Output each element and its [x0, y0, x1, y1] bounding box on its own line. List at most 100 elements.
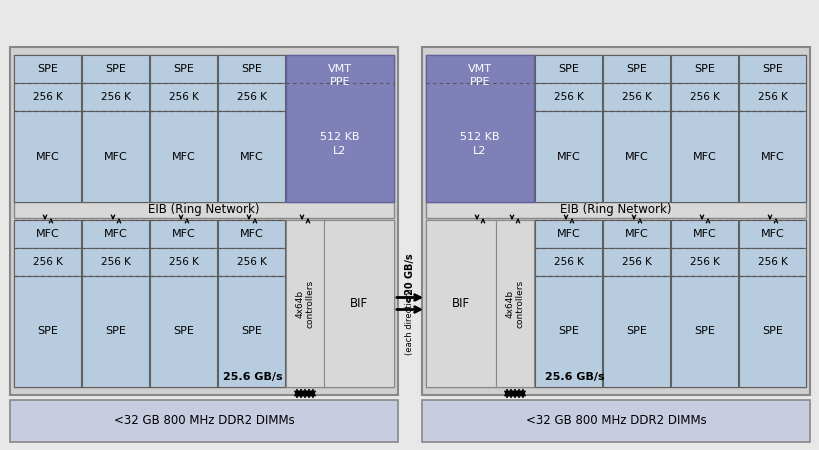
Text: BIF: BIF: [451, 297, 469, 310]
Bar: [14, 220, 393, 387]
Bar: [602, 248, 669, 276]
Bar: [534, 83, 601, 111]
Bar: [150, 55, 217, 83]
Text: <32 GB 800 MHz DDR2 DIMMs: <32 GB 800 MHz DDR2 DIMMs: [525, 414, 705, 428]
Text: SPE: SPE: [37, 327, 58, 337]
Text: BIF: BIF: [350, 297, 368, 310]
Text: 25.6 GB/s: 25.6 GB/s: [545, 372, 604, 382]
Bar: [426, 202, 805, 218]
Text: 256 K: 256 K: [553, 92, 583, 102]
Bar: [670, 83, 737, 111]
Text: <20 GB/s: <20 GB/s: [405, 254, 414, 303]
Bar: [602, 220, 669, 248]
Bar: [534, 248, 601, 276]
Text: SPE: SPE: [558, 327, 578, 337]
Text: SPE: SPE: [625, 327, 646, 337]
Text: SPE: SPE: [625, 64, 646, 74]
Text: 4x64b
controllers: 4x64b controllers: [505, 279, 524, 328]
Bar: [534, 111, 601, 202]
Text: MFC: MFC: [239, 152, 263, 162]
Text: 512 KB: 512 KB: [320, 132, 360, 143]
Text: 256 K: 256 K: [236, 92, 266, 102]
Bar: [150, 220, 217, 248]
Bar: [82, 248, 149, 276]
Bar: [82, 276, 149, 387]
Bar: [218, 55, 285, 83]
Text: VMT: VMT: [328, 64, 351, 74]
Bar: [218, 276, 285, 387]
Bar: [426, 220, 805, 387]
Bar: [422, 400, 809, 442]
Bar: [602, 55, 669, 83]
Bar: [14, 83, 81, 111]
Text: L2: L2: [333, 145, 346, 156]
Text: 256 K: 256 K: [757, 92, 786, 102]
Text: 256 K: 256 K: [621, 257, 650, 267]
Bar: [495, 220, 533, 387]
Bar: [14, 276, 81, 387]
Text: 256 K: 256 K: [101, 257, 130, 267]
Bar: [422, 47, 809, 395]
Text: SPE: SPE: [173, 64, 194, 74]
Text: SPE: SPE: [105, 64, 126, 74]
Text: MFC: MFC: [103, 229, 127, 239]
Text: MFC: MFC: [35, 152, 59, 162]
Bar: [534, 276, 601, 387]
Text: SPE: SPE: [693, 327, 714, 337]
Text: 4x64b
controllers: 4x64b controllers: [295, 279, 314, 328]
Text: VMT: VMT: [468, 64, 491, 74]
Bar: [426, 55, 805, 202]
Text: MFC: MFC: [692, 229, 716, 239]
Bar: [14, 55, 393, 202]
Text: MFC: MFC: [171, 229, 195, 239]
Text: SPE: SPE: [241, 327, 261, 337]
Bar: [324, 220, 393, 387]
Text: EIB (Ring Network): EIB (Ring Network): [559, 203, 671, 216]
Bar: [602, 111, 669, 202]
Bar: [738, 83, 805, 111]
Text: 25.6 GB/s: 25.6 GB/s: [223, 372, 283, 382]
Bar: [738, 276, 805, 387]
Bar: [738, 111, 805, 202]
Bar: [602, 83, 669, 111]
Bar: [738, 55, 805, 83]
Bar: [426, 55, 533, 202]
Bar: [14, 248, 81, 276]
Text: MFC: MFC: [556, 229, 580, 239]
Bar: [14, 55, 81, 83]
Text: 256 K: 256 K: [236, 257, 266, 267]
Text: MFC: MFC: [624, 152, 648, 162]
Text: SPE: SPE: [693, 64, 714, 74]
Text: 256 K: 256 K: [689, 257, 718, 267]
Text: SPE: SPE: [761, 327, 782, 337]
Bar: [670, 111, 737, 202]
Text: 256 K: 256 K: [169, 92, 198, 102]
Text: MFC: MFC: [760, 229, 784, 239]
Bar: [670, 55, 737, 83]
Text: 256 K: 256 K: [101, 92, 130, 102]
Text: <32 GB 800 MHz DDR2 DIMMs: <32 GB 800 MHz DDR2 DIMMs: [114, 414, 294, 428]
Text: 512 KB: 512 KB: [459, 132, 499, 143]
Text: MFC: MFC: [35, 229, 59, 239]
Bar: [218, 248, 285, 276]
Bar: [602, 276, 669, 387]
Bar: [82, 220, 149, 248]
Text: (each direction): (each direction): [405, 288, 414, 355]
Bar: [534, 55, 601, 83]
Text: MFC: MFC: [556, 152, 580, 162]
Bar: [738, 248, 805, 276]
Bar: [670, 220, 737, 248]
Text: 256 K: 256 K: [33, 257, 62, 267]
Bar: [150, 248, 217, 276]
Text: PPE: PPE: [469, 77, 490, 87]
Text: 256 K: 256 K: [757, 257, 786, 267]
Text: SPE: SPE: [241, 64, 261, 74]
Bar: [10, 47, 397, 395]
Bar: [670, 276, 737, 387]
Bar: [218, 83, 285, 111]
Text: 256 K: 256 K: [621, 92, 650, 102]
Bar: [218, 111, 285, 202]
Bar: [82, 111, 149, 202]
Text: EIB (Ring Network): EIB (Ring Network): [148, 203, 260, 216]
Bar: [14, 202, 393, 218]
